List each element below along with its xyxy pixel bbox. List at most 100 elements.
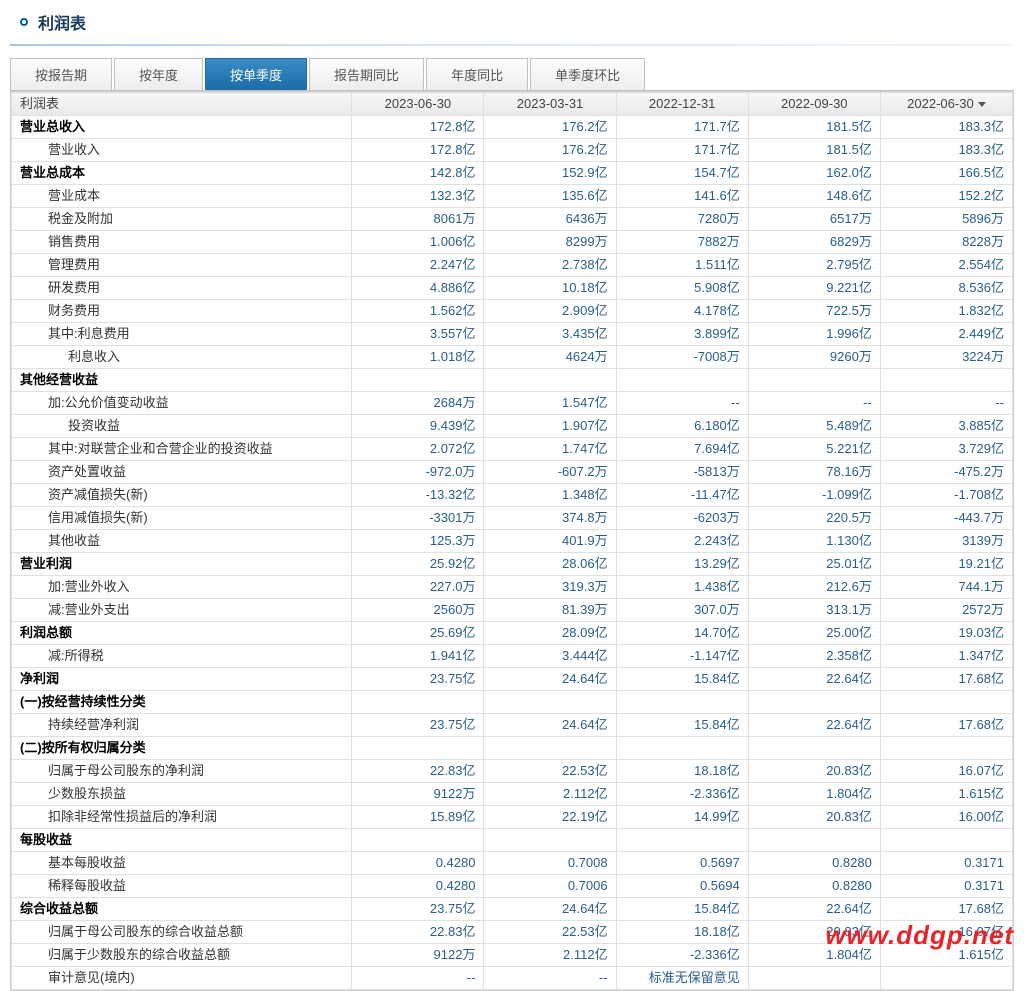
cell: 28.06亿 xyxy=(484,553,616,576)
table-row: 扣除非经常性损益后的净利润15.89亿22.19亿14.99亿20.83亿16.… xyxy=(12,806,1013,829)
cell xyxy=(352,829,484,852)
cell: 0.7008 xyxy=(484,852,616,875)
cell: 3224万 xyxy=(880,346,1012,369)
tab-1[interactable]: 按年度 xyxy=(114,58,203,90)
cell: 18.18亿 xyxy=(616,921,748,944)
cell: 1.941亿 xyxy=(352,645,484,668)
cell: 176.2亿 xyxy=(484,139,616,162)
cell xyxy=(880,737,1012,760)
cell: -13.32亿 xyxy=(352,484,484,507)
cell: 8228万 xyxy=(880,231,1012,254)
row-label: 加:营业外收入 xyxy=(12,576,352,599)
row-label: 少数股东损益 xyxy=(12,783,352,806)
table-row: 持续经营净利润23.75亿24.64亿15.84亿22.64亿17.68亿 xyxy=(12,714,1013,737)
cell: 6517万 xyxy=(748,208,880,231)
row-label: 每股收益 xyxy=(12,829,352,852)
table-row: 资产减值损失(新)-13.32亿1.348亿-11.47亿-1.099亿-1.7… xyxy=(12,484,1013,507)
table-header-row: 利润表2023-06-302023-03-312022-12-312022-09… xyxy=(12,93,1013,116)
row-label: 营业成本 xyxy=(12,185,352,208)
cell: 13.29亿 xyxy=(616,553,748,576)
row-label: 归属于母公司股东的净利润 xyxy=(12,760,352,783)
cell: 176.2亿 xyxy=(484,116,616,139)
row-label: 持续经营净利润 xyxy=(12,714,352,737)
tab-3[interactable]: 报告期同比 xyxy=(309,58,424,90)
cell: 0.7006 xyxy=(484,875,616,898)
cell: 10.18亿 xyxy=(484,277,616,300)
header-col-4[interactable]: 2022-06-30 xyxy=(880,93,1012,116)
cell: 4624万 xyxy=(484,346,616,369)
tab-2[interactable]: 按单季度 xyxy=(205,58,307,90)
header-col-1[interactable]: 2023-03-31 xyxy=(484,93,616,116)
row-label: 减:营业外支出 xyxy=(12,599,352,622)
cell: 18.18亿 xyxy=(616,760,748,783)
row-label: 营业收入 xyxy=(12,139,352,162)
table-row: 财务费用1.562亿2.909亿4.178亿722.5万1.832亿 xyxy=(12,300,1013,323)
divider xyxy=(10,44,1014,46)
row-label: 综合收益总额 xyxy=(12,898,352,921)
cell: 3139万 xyxy=(880,530,1012,553)
table-row: 基本每股收益0.42800.70080.56970.82800.3171 xyxy=(12,852,1013,875)
row-label: 营业总收入 xyxy=(12,116,352,139)
cell: 22.53亿 xyxy=(484,760,616,783)
cell: 9260万 xyxy=(748,346,880,369)
cell: 25.92亿 xyxy=(352,553,484,576)
cell: 2.909亿 xyxy=(484,300,616,323)
cell: 142.8亿 xyxy=(352,162,484,185)
cell: 183.3亿 xyxy=(880,139,1012,162)
cell: 5.221亿 xyxy=(748,438,880,461)
row-label: 扣除非经常性损益后的净利润 xyxy=(12,806,352,829)
cell: 17.68亿 xyxy=(880,714,1012,737)
cell: 25.69亿 xyxy=(352,622,484,645)
cell: 22.64亿 xyxy=(748,898,880,921)
table-row: 减:营业外支出2560万81.39万307.0万313.1万2572万 xyxy=(12,599,1013,622)
cell: -475.2万 xyxy=(880,461,1012,484)
cell: 5.489亿 xyxy=(748,415,880,438)
tab-5[interactable]: 单季度环比 xyxy=(530,58,645,90)
chevron-down-icon xyxy=(978,102,986,107)
row-label: 净利润 xyxy=(12,668,352,691)
row-label: 审计意见(境内) xyxy=(12,967,352,990)
cell: 15.89亿 xyxy=(352,806,484,829)
table-row: 其中:利息费用3.557亿3.435亿3.899亿1.996亿2.449亿 xyxy=(12,323,1013,346)
row-label: 归属于母公司股东的综合收益总额 xyxy=(12,921,352,944)
cell: -1.708亿 xyxy=(880,484,1012,507)
watermark: www.ddgp.net xyxy=(825,920,1014,951)
header-col-0[interactable]: 2023-06-30 xyxy=(352,93,484,116)
cell: -5813万 xyxy=(616,461,748,484)
cell: 313.1万 xyxy=(748,599,880,622)
cell xyxy=(748,829,880,852)
tab-4[interactable]: 年度同比 xyxy=(426,58,528,90)
header-col-3[interactable]: 2022-09-30 xyxy=(748,93,880,116)
cell: 135.6亿 xyxy=(484,185,616,208)
cell: 2684万 xyxy=(352,392,484,415)
cell: 1.547亿 xyxy=(484,392,616,415)
table-row: 减:所得税1.941亿3.444亿-1.147亿2.358亿1.347亿 xyxy=(12,645,1013,668)
cell: 1.907亿 xyxy=(484,415,616,438)
cell: 132.3亿 xyxy=(352,185,484,208)
cell: 0.8280 xyxy=(748,875,880,898)
cell: 722.5万 xyxy=(748,300,880,323)
cell: 4.886亿 xyxy=(352,277,484,300)
cell: 172.8亿 xyxy=(352,116,484,139)
income-table: 利润表2023-06-302023-03-312022-12-312022-09… xyxy=(11,92,1013,990)
table-row: 研发费用4.886亿10.18亿5.908亿9.221亿8.536亿 xyxy=(12,277,1013,300)
cell xyxy=(880,691,1012,714)
cell xyxy=(616,369,748,392)
cell xyxy=(352,691,484,714)
cell: 1.130亿 xyxy=(748,530,880,553)
cell: 15.84亿 xyxy=(616,668,748,691)
cell: 3.729亿 xyxy=(880,438,1012,461)
header-col-2[interactable]: 2022-12-31 xyxy=(616,93,748,116)
cell: 3.899亿 xyxy=(616,323,748,346)
cell: 4.178亿 xyxy=(616,300,748,323)
cell: 162.0亿 xyxy=(748,162,880,185)
table-row: 审计意见(境内)----标准无保留意见 xyxy=(12,967,1013,990)
tab-0[interactable]: 按报告期 xyxy=(10,58,112,90)
cell: 8061万 xyxy=(352,208,484,231)
cell: 125.3万 xyxy=(352,530,484,553)
cell: 1.511亿 xyxy=(616,254,748,277)
table-body: 营业总收入172.8亿176.2亿171.7亿181.5亿183.3亿营业收入1… xyxy=(12,116,1013,990)
cell xyxy=(748,737,880,760)
cell: 9122万 xyxy=(352,944,484,967)
cell: 8299万 xyxy=(484,231,616,254)
